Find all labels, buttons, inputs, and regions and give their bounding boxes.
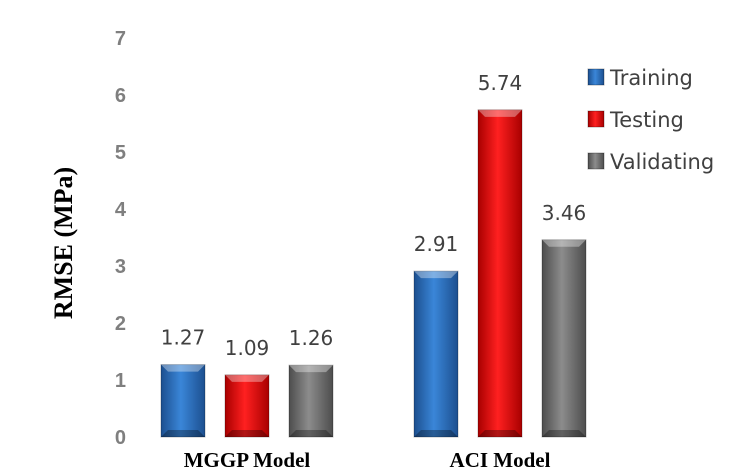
bar-bevel-top [289,365,333,373]
data-label: 5.74 [478,71,523,95]
data-label: 3.46 [542,201,587,225]
y-tick-label: 1 [115,370,126,392]
bar-testing-0 [224,374,270,438]
category-labels: MGGP Model ACI Model [184,448,551,472]
bar-training-1 [413,270,459,438]
bar-bevel-top [161,364,205,372]
bar-body [413,270,459,438]
bar-body [477,109,523,438]
bar-bevel-bottom [542,430,586,437]
bar-validating-1 [541,239,587,438]
y-tick-label: 5 [115,142,126,164]
y-tick-label: 4 [115,199,127,221]
legend: Training Testing Validating [587,66,714,174]
y-tick-label: 3 [115,256,126,278]
data-label: 1.09 [225,336,270,360]
y-tick-label: 2 [115,313,126,335]
bar-bevel-bottom [161,430,205,437]
legend-label: Training [609,66,693,90]
data-label: 1.27 [161,326,206,350]
y-tick-label: 0 [115,427,126,449]
data-label: 1.26 [289,326,334,350]
data-labels: 1.27 2.91 1.09 5.74 1.26 3.46 [161,71,587,360]
bar-bevel-top [414,271,458,279]
bar-bevel-top [542,239,586,247]
legend-item-testing: Testing [587,108,684,132]
legend-label: Testing [609,108,684,132]
legend-swatch [587,68,605,86]
bar-bevel-top [478,109,522,117]
y-axis-title: RMSE (MPa) [49,167,78,319]
y-tick-label: 7 [115,28,126,50]
data-label: 2.91 [414,232,459,256]
bar-validating-0 [288,364,334,438]
bar-bevel-bottom [478,430,522,437]
legend-item-validating: Validating [587,150,714,174]
legend-label: Validating [610,150,714,174]
legend-swatch [587,110,605,128]
bar-bevel-top [225,374,269,382]
bar-body [224,374,270,438]
category-label: ACI Model [450,448,551,470]
bars [160,109,587,438]
y-axis-ticks: 0 1 2 3 4 5 6 7 [115,28,127,449]
category-label: MGGP Model [184,448,311,470]
bar-body [288,364,334,438]
legend-swatch [587,152,605,170]
legend-item-training: Training [587,66,693,90]
bar-body [160,364,206,438]
y-tick-label: 6 [115,85,126,107]
bar-bevel-bottom [289,430,333,437]
bar-bevel-bottom [414,430,458,437]
bar-bevel-bottom [225,430,269,437]
bar-body [541,239,587,438]
bar-training-0 [160,364,206,438]
bar-testing-1 [477,109,523,438]
